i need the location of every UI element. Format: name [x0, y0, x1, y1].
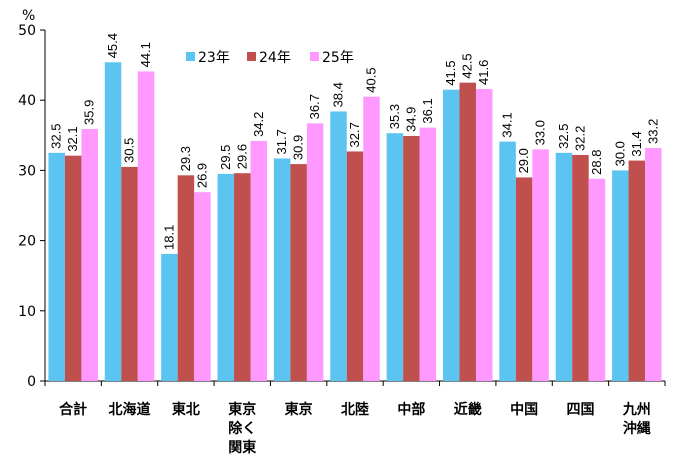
data-label: 40.5 — [364, 67, 379, 92]
data-label: 32.5 — [49, 124, 64, 149]
bar — [572, 154, 589, 381]
legend: 23年 24年 25年 — [186, 50, 354, 66]
data-label: 35.9 — [82, 100, 97, 125]
bar — [250, 140, 268, 381]
data-label: 28.8 — [589, 150, 604, 175]
bar — [273, 158, 291, 381]
bar — [419, 127, 437, 381]
legend-swatch — [186, 52, 195, 61]
y-axis-unit-label: % — [22, 8, 35, 24]
legend-label: 24年 — [259, 50, 291, 66]
data-label: 41.5 — [443, 60, 458, 85]
bar — [104, 62, 122, 382]
data-label: 30.5 — [122, 138, 137, 163]
value-labels-group: 32.5 45.4 18.1 29.5 31.7 38.4 35.3 41.5 34.1 32.5… — [49, 33, 661, 250]
bar — [330, 111, 347, 381]
data-label: 41.6 — [476, 60, 491, 85]
data-label: 38.4 — [331, 82, 346, 107]
data-label: 36.7 — [307, 94, 322, 119]
data-label: 34.9 — [403, 107, 418, 132]
category-label: 北海道 — [109, 401, 151, 418]
bar — [588, 178, 606, 381]
category-label: 東京 — [285, 401, 313, 418]
data-label: 30.0 — [612, 141, 627, 166]
data-label: 32.2 — [572, 126, 587, 151]
bar — [555, 152, 573, 381]
bar — [442, 89, 460, 382]
category-label: 四国 — [566, 402, 594, 418]
category-label: 九州 — [622, 402, 651, 418]
data-label: 32.5 — [556, 124, 571, 149]
category-label: 除く — [228, 420, 256, 437]
y-tick-label: 50 — [18, 23, 36, 39]
data-label: 29.5 — [218, 145, 233, 170]
bar — [459, 82, 476, 382]
y-tick-label: 10 — [18, 304, 36, 320]
bar — [177, 175, 195, 381]
bar — [515, 177, 533, 381]
bar — [121, 166, 138, 381]
data-label: 33.2 — [645, 119, 660, 144]
bar — [64, 155, 82, 381]
data-label: 31.7 — [274, 129, 289, 154]
data-label: 34.2 — [251, 112, 266, 137]
legend-swatch — [247, 52, 256, 61]
data-label: 31.4 — [629, 131, 644, 156]
bar — [234, 173, 251, 381]
bar — [363, 96, 380, 381]
legend-label: 25年 — [322, 50, 354, 66]
data-label: 29.3 — [178, 146, 193, 171]
category-label: 中部 — [397, 401, 425, 418]
legend-swatch — [310, 52, 319, 61]
data-label: 36.1 — [420, 98, 435, 123]
data-label: 29.0 — [516, 148, 531, 173]
data-label: 30.9 — [291, 135, 306, 160]
data-label: 44.1 — [138, 42, 153, 67]
bar — [475, 88, 493, 381]
data-label: 32.7 — [347, 122, 362, 147]
bar — [346, 151, 364, 381]
data-label: 34.1 — [500, 112, 515, 137]
data-label: 42.5 — [460, 53, 475, 78]
legend-label: 23年 — [198, 50, 230, 66]
y-tick-label: 20 — [18, 234, 36, 250]
bar — [403, 136, 420, 381]
category-label: 近畿 — [454, 401, 482, 418]
category-label: 沖縄 — [623, 420, 651, 437]
bar — [81, 128, 98, 381]
bar — [628, 160, 646, 381]
bar — [306, 123, 324, 381]
category-label: 関東 — [228, 439, 256, 456]
bar — [386, 133, 404, 381]
data-label: 26.9 — [194, 163, 209, 188]
data-label: 32.1 — [65, 126, 80, 151]
bar — [532, 149, 549, 381]
bar — [48, 152, 65, 381]
y-tick-label: 40 — [18, 93, 36, 109]
data-label: 18.1 — [161, 225, 176, 250]
data-label: 33.0 — [533, 120, 548, 145]
bar — [161, 253, 178, 381]
y-tick-label: 30 — [18, 163, 36, 179]
bars-group — [48, 62, 662, 382]
data-label: 45.4 — [105, 33, 120, 58]
y-tick-label: 0 — [27, 374, 36, 390]
bar — [137, 71, 155, 381]
bar — [645, 147, 662, 381]
bar — [217, 173, 235, 381]
category-label: 中国 — [510, 401, 538, 418]
bar — [612, 170, 629, 381]
bar — [499, 141, 516, 381]
category-label: 東北 — [172, 401, 200, 418]
data-label: 29.6 — [234, 144, 249, 169]
category-label: 北陸 — [341, 401, 369, 418]
data-label: 35.3 — [387, 104, 402, 129]
category-label: 東京 — [228, 401, 256, 418]
bar — [290, 164, 307, 381]
bar — [194, 192, 211, 381]
category-label: 合計 — [59, 401, 87, 418]
